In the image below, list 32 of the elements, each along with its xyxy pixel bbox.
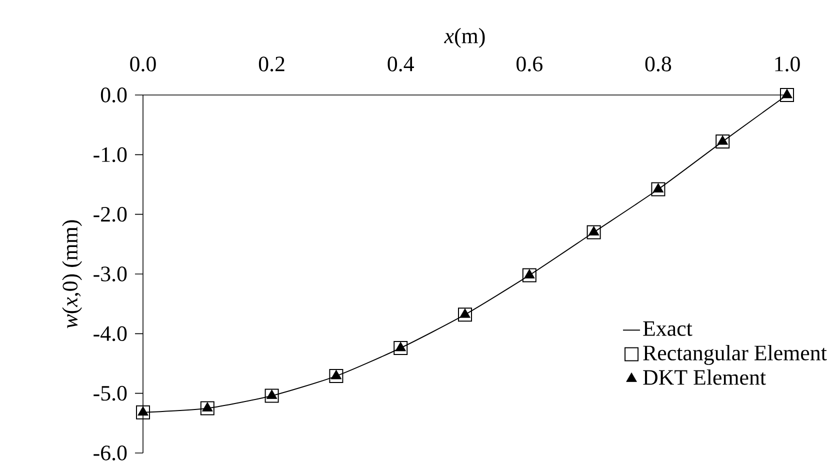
point (264, 388, 279, 403)
y-tick-label: -3.0 (94, 266, 127, 282)
point (395, 342, 406, 352)
y-tick-label: -1.0 (94, 147, 127, 162)
point (266, 390, 278, 399)
point (200, 401, 214, 416)
x-tick-label: 0.4 (388, 56, 414, 72)
point (717, 135, 728, 145)
legend-label: DKT Element (643, 369, 766, 385)
point (716, 134, 730, 149)
point (522, 268, 536, 282)
legend-label: Exact (643, 321, 692, 336)
x-tick-label: 0.0 (130, 56, 156, 72)
x-tick-label: 1.0 (775, 56, 800, 72)
x-tick-label: 0.8 (645, 56, 672, 72)
point (524, 268, 535, 278)
point (780, 88, 794, 102)
point (782, 88, 792, 98)
point (394, 340, 408, 355)
y-tick-label: -2.0 (94, 206, 127, 222)
y-tick-label: 0.0 (100, 88, 127, 102)
legend-label: Rectangular Element (643, 344, 827, 365)
y-tick-label: -4.0 (94, 326, 127, 342)
y-axis-title: w(x,0) (mm) (62, 220, 82, 328)
y-tick-label: -6.0 (94, 446, 127, 460)
point (138, 406, 148, 416)
x-tick-label: 0.2 (258, 56, 284, 72)
point (202, 402, 213, 412)
point (136, 405, 150, 420)
x-axis-title: x(m) (444, 28, 485, 48)
y-tick-label: -5.0 (94, 386, 127, 401)
x-tick-label: 0.6 (516, 56, 542, 72)
